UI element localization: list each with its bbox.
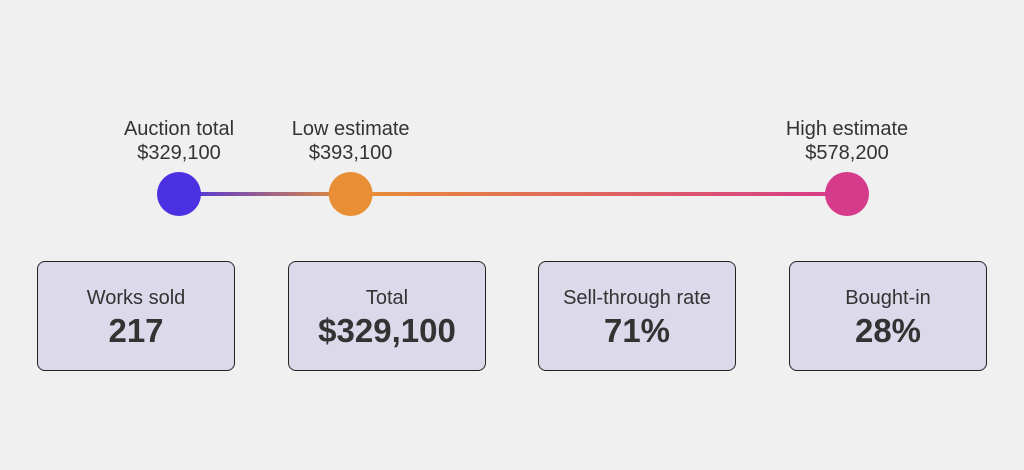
- marker-label: High estimate: [786, 118, 908, 140]
- stat-label: Bought-in: [845, 287, 931, 309]
- stat-card: Sell-through rate 71%: [538, 261, 736, 371]
- stat-label: Sell-through rate: [563, 287, 711, 309]
- stat-label: Total: [365, 287, 409, 309]
- marker-dot: [328, 172, 373, 216]
- stat-label: Works sold: [86, 287, 186, 309]
- stat-card: Works sold 217: [37, 261, 235, 371]
- stat-card: Bought-in 28%: [789, 261, 987, 371]
- stat-value: 217: [108, 312, 164, 349]
- marker-label: Auction total: [124, 118, 234, 140]
- stat-value: 28%: [854, 312, 922, 349]
- marker-dot: [825, 172, 869, 216]
- stat-card: Total $329,100: [288, 261, 486, 371]
- marker-dot: [157, 172, 201, 216]
- stat-value: $329,100: [318, 312, 456, 349]
- marker-value: $329,100: [137, 142, 220, 164]
- marker-label: Low estimate: [292, 118, 410, 140]
- stat-value: 71%: [603, 312, 671, 349]
- marker-value: $393,100: [309, 142, 392, 164]
- marker-value: $578,200: [805, 142, 888, 164]
